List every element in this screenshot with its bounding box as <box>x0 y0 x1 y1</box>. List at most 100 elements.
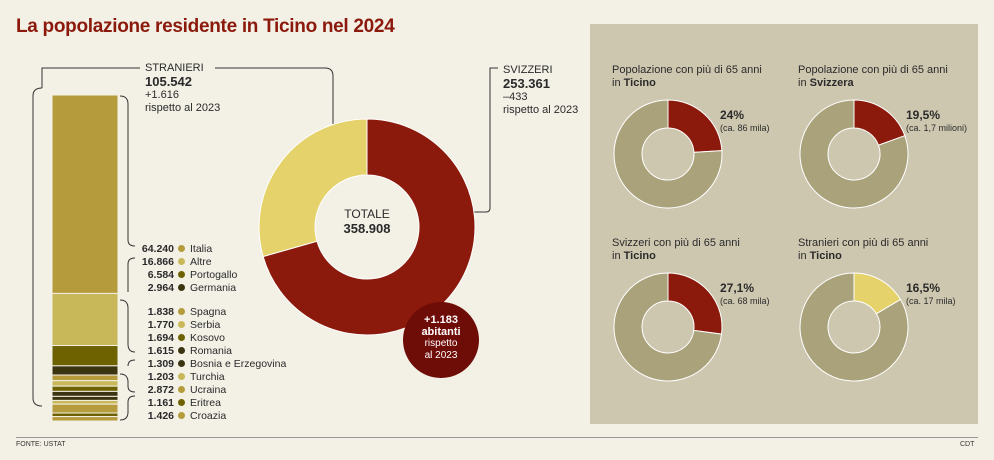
stranieri-connector-right <box>215 67 334 150</box>
legend-item: 64.240 Italia <box>138 242 286 255</box>
svizzeri-change: –433 <box>503 91 528 103</box>
legend-label: Croazia <box>190 409 227 422</box>
bar-segment-germania <box>52 365 118 376</box>
legend-swatch <box>178 373 185 380</box>
mini-chart-title: Svizzeri con più di 65 anni in Ticino <box>612 237 740 262</box>
bar-segment-portogallo <box>52 345 118 367</box>
mini-chart-title: Stranieri con più di 65 anni in Ticino <box>798 237 929 262</box>
mini-donut-chart <box>613 99 723 209</box>
right-brace-mid <box>119 299 136 353</box>
badge-note-2: al 2023 <box>424 350 458 361</box>
mini-chart-title: Popolazione con più di 65 anni in Svizzer… <box>798 64 948 89</box>
legend-item: 1.161 Eritrea <box>138 396 286 409</box>
mini-chart-title: Popolazione con più di 65 anni in Ticino <box>612 64 762 89</box>
legend-label: Italia <box>190 242 213 255</box>
svizzeri-connector <box>444 67 498 213</box>
stranieri-value: 105.542 <box>145 74 192 89</box>
legend-item: 16.866 Altre <box>138 255 286 268</box>
right-brace-bot-b <box>119 395 136 421</box>
legend-item: 1.770 Serbia <box>138 318 286 331</box>
legend-swatch <box>178 334 185 341</box>
footer-divider <box>16 437 978 438</box>
footer-source: FONTE: USTAT <box>16 441 66 448</box>
legend-value: 1.694 <box>147 331 174 344</box>
mini-chart-value: 24% <box>720 108 745 122</box>
footer-credit: CDT <box>960 441 975 448</box>
legend-value: 1.203 <box>147 370 174 383</box>
legend-item: 1.694 Kosovo <box>138 331 286 344</box>
legend-item: 6.584 Portogallo <box>138 268 286 281</box>
legend-value: 1.770 <box>147 318 174 331</box>
legend-value: 2.872 <box>147 383 174 396</box>
legend-value: 2.964 <box>147 281 174 294</box>
right-brace-top-b <box>127 257 136 292</box>
legend-item: 2.964 Germania <box>138 281 286 294</box>
legend-label: Germania <box>190 281 237 294</box>
mini-chart-value: 27,1% <box>720 281 755 295</box>
left-brace <box>32 87 43 407</box>
mini-chart-subvalue: (ca. 1,7 milioni) <box>906 123 968 133</box>
bar-segment-eritrea <box>52 412 118 418</box>
legend-swatch <box>178 321 185 328</box>
badge-note-1: rispetto <box>424 338 458 349</box>
stranieri-slice <box>258 118 368 258</box>
change-badge: +1.183 abitanti rispetto al 2023 <box>403 302 479 378</box>
right-brace-bot <box>119 373 136 393</box>
legend-label: Kosovo <box>190 331 226 344</box>
legend-swatch <box>178 284 185 291</box>
badge-unit: abitanti <box>421 326 461 338</box>
mini-chart-subvalue: (ca. 17 mila) <box>906 296 956 306</box>
stranieri-change-note: rispetto al 2023 <box>145 102 221 114</box>
legend-item: 1.838 Spagna <box>138 305 286 318</box>
legend-label: Bosnia e Erzegovina <box>190 357 287 370</box>
bar-segment-spagna <box>52 374 118 382</box>
legend-value: 1.838 <box>147 305 174 318</box>
nationality-legend: 64.240 Italia 16.866 Altre 6.584 Portogallo 2.… <box>138 242 286 422</box>
bar-segment-ucraina <box>52 403 118 414</box>
remainder-slice <box>799 99 909 209</box>
legend-swatch <box>178 258 185 265</box>
legend-value: 16.866 <box>141 255 174 268</box>
legend-item: 1.615 Romania <box>138 344 286 357</box>
legend-label: Turchia <box>190 370 225 383</box>
remainder-slice <box>613 99 723 209</box>
totale-value: 358.908 <box>343 221 391 236</box>
legend-item: 1.309 Bosnia e Erzegovina <box>138 357 287 370</box>
mini-donut-chart <box>799 272 909 382</box>
legend-swatch <box>178 271 185 278</box>
legend-item: 1.203 Turchia <box>138 370 286 383</box>
bar-segment-kosovo <box>52 385 118 392</box>
bar-segment-romania <box>52 390 118 397</box>
bar-segment-bosnia-e-erzegovina <box>52 395 118 401</box>
legend-item: 2.872 Ucraina <box>138 383 286 396</box>
mini-donut-chart <box>613 272 723 382</box>
svizzeri-change-note: rispetto al 2023 <box>503 104 579 116</box>
legend-swatch <box>178 412 185 419</box>
mini-chart-value: 16,5% <box>906 281 941 295</box>
svizzeri-label: SVIZZERI <box>503 64 553 76</box>
svizzeri-slice <box>262 118 476 336</box>
remainder-slice <box>613 272 723 382</box>
stranieri-connector-left <box>41 67 140 88</box>
legend-swatch <box>178 360 185 367</box>
bar-segment-serbia <box>52 380 118 387</box>
legend-value: 1.161 <box>147 396 174 409</box>
right-brace-mid-b <box>127 359 136 367</box>
legend-label: Portogallo <box>190 268 238 281</box>
legend-swatch <box>178 308 185 315</box>
totale-label: TOTALE <box>344 207 390 221</box>
legend-label: Eritrea <box>190 396 221 409</box>
badge-value: +1.183 <box>424 314 458 326</box>
over65-slice <box>667 99 723 153</box>
legend-value: 1.615 <box>147 344 174 357</box>
legend-swatch <box>178 245 185 252</box>
stranieri-label: STRANIERI <box>145 62 204 74</box>
legend-value: 64.240 <box>141 242 174 255</box>
bar-segment-altre <box>52 292 118 347</box>
mini-chart-subvalue: (ca. 86 mila) <box>720 123 770 133</box>
nationality-stacked-bar <box>52 95 118 421</box>
main-donut-chart <box>258 118 476 336</box>
legend-swatch <box>178 386 185 393</box>
legend-label: Ucraina <box>190 383 227 396</box>
legend-label: Altre <box>190 255 212 268</box>
